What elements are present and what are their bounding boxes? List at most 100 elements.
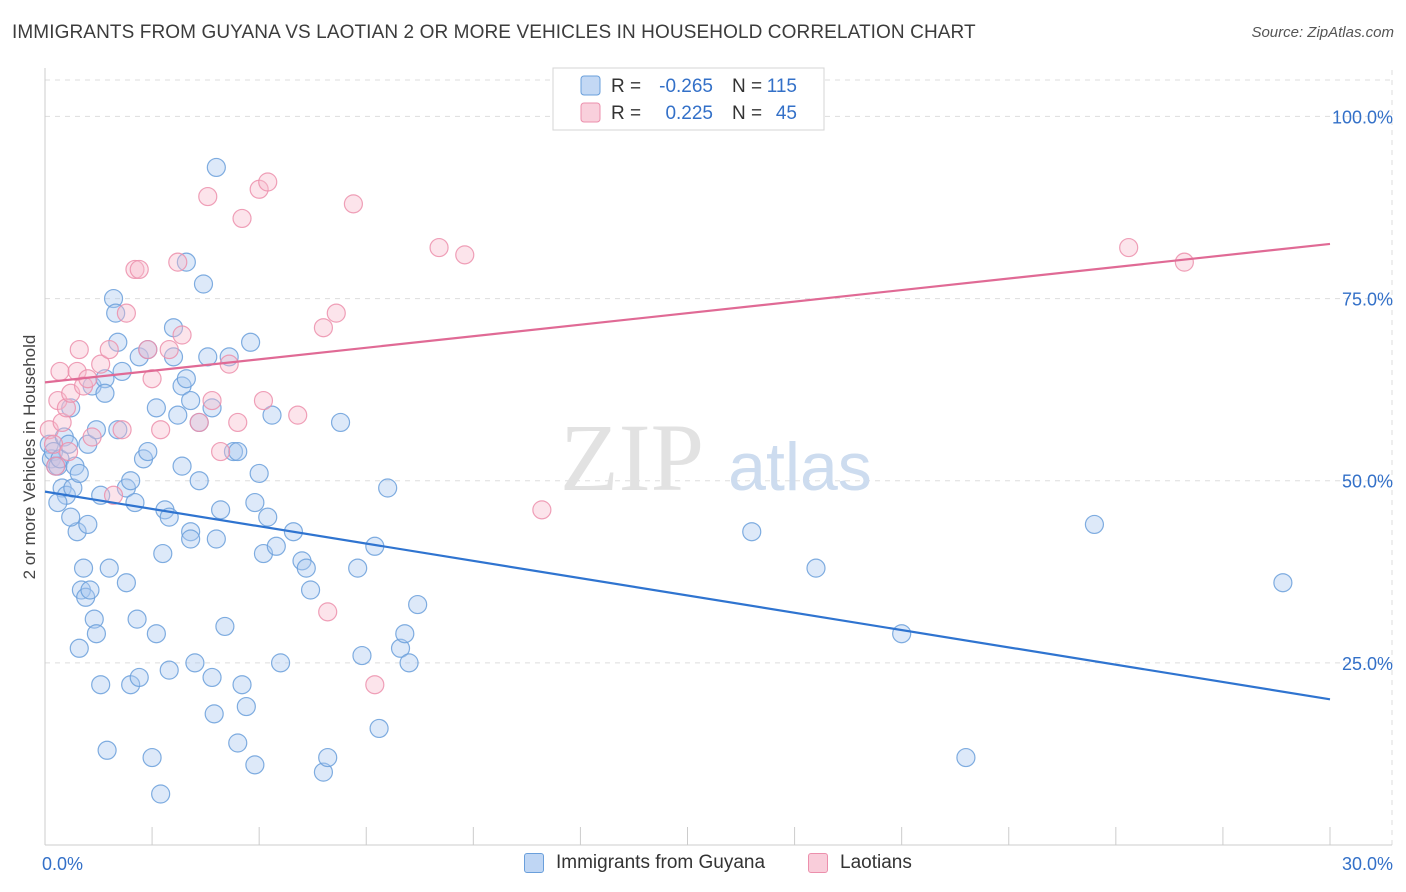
y-axis-label: 2 or more Vehicles in Household xyxy=(20,335,39,580)
laotians-point-7 xyxy=(58,441,79,462)
laotians-point-24 xyxy=(159,339,179,360)
laotians-point-45 xyxy=(532,500,552,520)
y-tick-label-0: 25.0% xyxy=(1342,654,1393,674)
guyana-point-89 xyxy=(78,514,98,535)
y-tick-label-3: 100.0% xyxy=(1332,107,1393,127)
guyana-point-23 xyxy=(91,675,111,695)
laotians-point-6 xyxy=(56,398,77,418)
laotians-point-28 xyxy=(198,186,218,207)
laotians-point-29 xyxy=(202,390,222,411)
laotians-point-18 xyxy=(116,303,136,323)
laotians-point-23 xyxy=(151,420,171,440)
guyana-point-16 xyxy=(73,558,94,578)
guyana-point-62 xyxy=(232,675,252,695)
guyana-point-81 xyxy=(369,718,389,739)
guyana-point-49 xyxy=(181,522,201,542)
legend-swatch-pink xyxy=(580,102,601,123)
legend-n-value-2: 45 xyxy=(776,103,797,124)
guyana-point-104 xyxy=(108,420,128,440)
guyana-point-31 xyxy=(112,361,132,382)
source-label: Source: ZipAtlas.com xyxy=(1251,24,1394,41)
guyana-point-96 xyxy=(176,369,196,389)
legend-n-label-2: N = xyxy=(732,103,762,124)
guyana-point-114 xyxy=(1084,514,1105,535)
axes xyxy=(44,68,1392,846)
laotians-point-10 xyxy=(69,339,89,360)
guyana-point-22 xyxy=(86,624,107,644)
guyana-point-28 xyxy=(103,288,124,309)
laotians-point-21 xyxy=(138,339,158,360)
guyana-point-58 xyxy=(215,616,235,637)
laotians-point-46 xyxy=(1119,237,1139,258)
guyana-point-70 xyxy=(270,653,291,673)
legend-swatch-laotians xyxy=(808,853,828,873)
legend-item-guyana: Immigrants from Guyana xyxy=(524,852,765,874)
guyana-point-25 xyxy=(95,369,115,389)
guyana-point-77 xyxy=(330,412,351,433)
guyana-point-88 xyxy=(61,507,81,527)
laotians-point-35 xyxy=(253,390,274,411)
guyana-point-57 xyxy=(211,500,231,520)
guyana-point-63 xyxy=(236,696,256,717)
laotians-point-41 xyxy=(343,194,363,214)
guyana-point-61 xyxy=(228,733,248,753)
guyana-point-50 xyxy=(185,653,205,673)
guyana-point-38 xyxy=(138,441,158,462)
guyana-point-100 xyxy=(206,529,226,549)
guyana-point-55 xyxy=(204,704,224,724)
legend-label-laotians: Laotians xyxy=(840,852,912,873)
guyana-point-46 xyxy=(168,405,188,425)
guyana-point-52 xyxy=(193,274,214,294)
guyana-point-116 xyxy=(181,529,201,549)
laotians-point-25 xyxy=(168,252,188,272)
legend-n-label-1: N = xyxy=(732,76,762,97)
legend-r-label-2: R = xyxy=(611,103,641,124)
laotians-point-15 xyxy=(99,339,119,360)
guyana-point-21 xyxy=(84,609,104,629)
guyana-point-85 xyxy=(399,653,419,673)
guyana-point-64 xyxy=(241,332,261,352)
guyana-point-86 xyxy=(408,594,428,615)
guyana-point-56 xyxy=(206,157,226,178)
laotians-point-4 xyxy=(50,361,70,382)
laotians-point-37 xyxy=(288,405,308,425)
guyana-point-115 xyxy=(1273,573,1293,593)
laotians-point-42 xyxy=(365,675,385,695)
x-tick-label-0: 0.0% xyxy=(42,854,83,874)
laotians-point-26 xyxy=(172,325,192,345)
laotians-point-5 xyxy=(52,412,72,433)
trend-line-guyana xyxy=(44,490,1331,701)
guyana-point-14 xyxy=(69,463,89,484)
guyana-point-112 xyxy=(806,558,826,578)
guyana-point-44 xyxy=(159,660,179,680)
laotians-point-13 xyxy=(82,427,102,447)
guyana-point-84 xyxy=(395,624,415,644)
guyana-point-97 xyxy=(181,390,201,411)
legend-bottom: Immigrants from Guyana Laotians xyxy=(0,852,1406,878)
guyana-point-87 xyxy=(48,492,68,513)
guyana-point-34 xyxy=(125,492,145,513)
guyana-point-42 xyxy=(153,543,173,564)
laotians-point-32 xyxy=(228,412,248,433)
guyana-point-75 xyxy=(313,762,334,782)
laotians-point-19 xyxy=(125,259,145,280)
guyana-point-68 xyxy=(258,507,278,527)
guyana-point-79 xyxy=(352,645,372,666)
guyana-point-111 xyxy=(742,522,762,542)
laotians-point-43 xyxy=(429,237,449,258)
legend-r-value-1: -0.265 xyxy=(659,76,713,97)
guyana-point-82 xyxy=(378,478,398,498)
guyana-point-102 xyxy=(245,492,265,513)
guyana-point-26 xyxy=(97,740,117,760)
guyana-point-73 xyxy=(296,558,316,578)
laotians-point-22 xyxy=(142,369,162,389)
chart-title: IMMIGRANTS FROM GUYANA VS LAOTIAN 2 OR M… xyxy=(12,22,976,43)
guyana-point-105 xyxy=(69,638,89,658)
laotians-point-36 xyxy=(258,172,278,192)
series-laotians-points xyxy=(39,172,1194,695)
guyana-point-35 xyxy=(127,609,147,629)
guyana-point-107 xyxy=(129,667,149,688)
legend-swatch-blue xyxy=(580,75,601,96)
guyana-point-113 xyxy=(956,747,976,768)
